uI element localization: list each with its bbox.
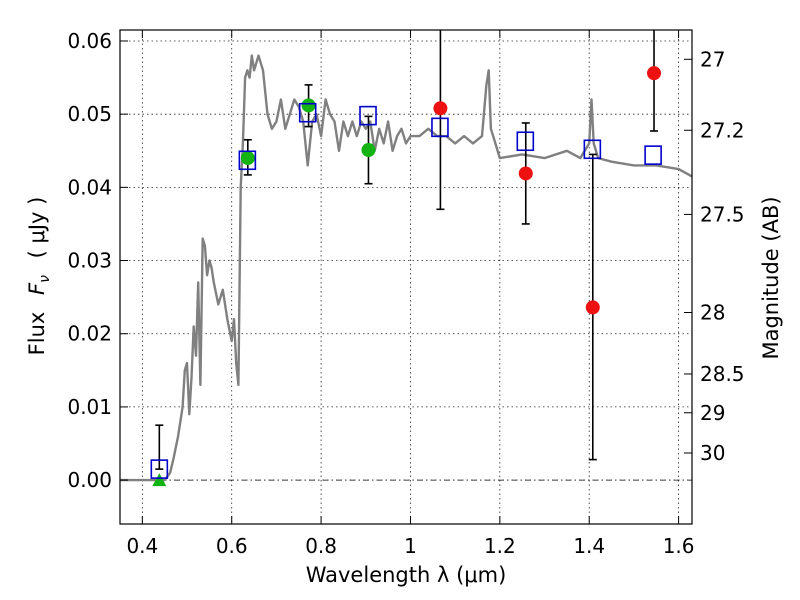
circle-marker (518, 166, 533, 181)
circle-marker (240, 151, 255, 166)
gridlines (120, 30, 692, 524)
circle-marker (301, 98, 316, 113)
x-tick-label: 0.6 (216, 534, 248, 558)
square-marker (583, 139, 602, 160)
spectrum-line (120, 54, 693, 482)
x-tick-label: 1 (404, 534, 417, 558)
y-tick-label: 0.02 (67, 322, 112, 346)
circle-marker (433, 101, 448, 116)
y2-tick-label: 27 (700, 47, 725, 71)
model-spectrum (120, 54, 693, 482)
x-tick-label: 1.6 (663, 534, 695, 558)
y-tick-label: 0.01 (67, 395, 112, 419)
y2-tick-labels: 27 27.2 27.5 28 28.5 29 30 (700, 47, 745, 465)
y2-tick-label: 28.5 (700, 362, 745, 386)
y-tick-label: 0.05 (67, 102, 112, 126)
y2-tick-label: 27.5 (700, 202, 745, 226)
y-axis-label: Flux Fν ( μJy ) (25, 197, 54, 356)
square-marker (644, 145, 662, 165)
y2-axis-label: Magnitude (AB) (759, 196, 783, 359)
square-marker (431, 117, 449, 138)
error-bars (155, 30, 659, 470)
x-tick-label: 0.8 (305, 534, 337, 558)
x-tick-label: 0.4 (126, 534, 158, 558)
square-marker (359, 105, 377, 126)
y-tick-label: 0.00 (67, 468, 112, 492)
square-marker (298, 102, 317, 123)
plot-frame (119, 29, 693, 525)
x-axis-label: Wavelength λ (μm) (306, 563, 507, 587)
y-tick-label: 0.06 (67, 29, 112, 53)
data-markers (150, 66, 662, 487)
y2-tick-label: 27.2 (700, 118, 745, 142)
circle-marker (585, 300, 600, 315)
y2-tick-label: 30 (700, 441, 725, 465)
y2-tick-label: 28 (700, 300, 725, 324)
x-tick-labels: 0.4 0.6 0.8 1 1.2 1.4 1.6 (126, 534, 694, 558)
y2-tick-label: 29 (700, 401, 725, 425)
circle-marker (361, 143, 376, 158)
circle-marker (647, 66, 662, 81)
triangle-marker (152, 473, 167, 487)
y-tick-labels: 0.00 0.01 0.02 0.03 0.04 0.05 0.06 (67, 29, 112, 492)
x-tick-label: 1.4 (573, 534, 605, 558)
y-tick-label: 0.04 (67, 175, 112, 199)
x-tick-label: 1.2 (484, 534, 516, 558)
square-marker (238, 150, 257, 171)
square-marker (516, 131, 535, 152)
square-marker (150, 459, 169, 479)
y-tick-label: 0.03 (67, 249, 112, 273)
axis-ticks (120, 30, 692, 524)
